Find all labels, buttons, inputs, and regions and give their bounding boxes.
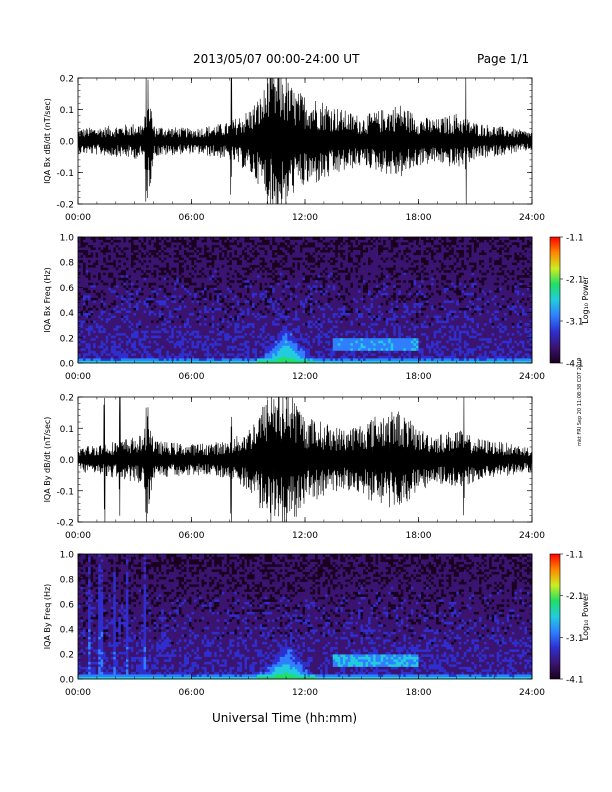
y-tick-label: 1.0 (60, 551, 75, 561)
y-tick-label: 0.1 (60, 106, 74, 116)
y-tick-label: 0.1 (60, 425, 74, 435)
y-axis-label: IQA Bx Freq (Hz) (43, 267, 52, 333)
x-axis-title: Universal Time (hh:mm) (212, 711, 358, 725)
x-tick-label: 18:00 (406, 688, 432, 698)
x-tick-label: 06:00 (179, 531, 205, 541)
colorbar-label: Log₁₀ Power (581, 592, 590, 640)
x-tick-label: 12:00 (292, 213, 318, 223)
colorbar-label: Log₁₀ Power (581, 276, 590, 324)
y-tick-label: -0.2 (56, 201, 74, 211)
colorbar-strip (549, 236, 561, 364)
x-tick-label: 24:00 (519, 688, 545, 698)
spectrogram-cells (78, 554, 533, 680)
panel-2: -1.1 -2.1 -3.1 -4.1 Log₁₀ Power 0.0 0.2 0.4 0.6 0… (43, 234, 590, 383)
colorbar-tick-label: -1.1 (566, 234, 584, 244)
x-tick-label: 06:00 (179, 688, 205, 698)
colorbar: -1.1 -2.1 -3.1 -4.1 Log₁₀ Power (549, 234, 590, 370)
x-tick-label: 24:00 (519, 531, 545, 541)
x-tick-label: 06:00 (179, 372, 205, 382)
y-tick-label: 0.8 (60, 259, 75, 269)
x-tick-label: 00:00 (65, 531, 91, 541)
y-tick-label: 0.4 (60, 309, 75, 319)
y-tick-label: 0.4 (60, 626, 75, 636)
y-axis-label: IQA By Freq (Hz) (43, 584, 52, 650)
x-tick-label: 12:00 (292, 688, 318, 698)
generation-stamp: mkt FRI Sep 20 11:08:38 CDT 2019 (577, 357, 583, 446)
x-tick-label: 00:00 (65, 688, 91, 698)
x-tick-label: 00:00 (65, 213, 91, 223)
spectrogram-cells (78, 237, 533, 364)
y-tick-label: 0.2 (60, 651, 74, 661)
colorbar-tick-label: -4.1 (566, 360, 584, 370)
panel-1: -0.2 -0.1 0.0 0.1 0.2 00:00 06:00 12:00 18:00 24:… (43, 75, 545, 224)
y-tick-label: 0.0 (60, 138, 75, 148)
db-dt-trace (77, 77, 533, 205)
y-axis-label: IQA Bx dB/dt (nT/sec) (43, 98, 52, 184)
y-tick-label: 0.0 (60, 360, 75, 370)
y-tick-label: 0.2 (60, 334, 74, 344)
colorbar-tick-label: -1.1 (566, 551, 584, 561)
x-tick-label: 00:00 (65, 372, 91, 382)
y-tick-label: 0.6 (60, 601, 75, 611)
x-tick-label: 06:00 (179, 213, 205, 223)
colorbar-tick-label: -3.1 (566, 634, 584, 644)
y-tick-label: -0.1 (56, 169, 74, 179)
x-tick-label: 12:00 (292, 531, 318, 541)
y-tick-label: -0.1 (56, 487, 74, 497)
colorbar-tick-label: -3.1 (566, 318, 584, 328)
panel-3: -0.2 -0.1 0.0 0.1 0.2 00:00 06:00 12:00 18:00 24:… (43, 394, 545, 542)
plot-date-range: 2013/05/07 00:00-24:00 UT (193, 52, 360, 66)
colorbar: -1.1 -2.1 -3.1 -4.1 Log₁₀ Power (549, 551, 590, 686)
y-tick-label: 0.0 (60, 456, 75, 466)
colorbar-tick-label: -2.1 (566, 592, 584, 602)
y-tick-label: 0.2 (60, 394, 74, 404)
page-indicator: Page 1/1 (477, 52, 530, 66)
y-tick-label: 0.0 (60, 676, 75, 686)
y-tick-label: 1.0 (60, 234, 75, 244)
x-tick-label: 24:00 (519, 213, 545, 223)
y-axis-label: IQA By dB/dt (nT/sec) (43, 417, 52, 503)
colorbar-tick-label: -2.1 (566, 276, 584, 286)
db-dt-trace (77, 396, 533, 523)
x-tick-label: 12:00 (292, 372, 318, 382)
y-tick-label: -0.2 (56, 519, 74, 529)
colorbar-strip (549, 553, 561, 680)
x-tick-label: 24:00 (519, 372, 545, 382)
x-tick-label: 18:00 (406, 372, 432, 382)
panel-4: -1.1 -2.1 -3.1 -4.1 Log₁₀ Power 0.0 0.2 0.4 0.6 0… (43, 551, 590, 699)
y-tick-label: 0.6 (60, 284, 75, 294)
x-tick-label: 18:00 (406, 213, 432, 223)
colorbar-tick-label: -4.1 (566, 676, 584, 686)
x-tick-label: 18:00 (406, 531, 432, 541)
y-tick-label: 0.2 (60, 75, 74, 85)
y-tick-label: 0.8 (60, 576, 75, 586)
